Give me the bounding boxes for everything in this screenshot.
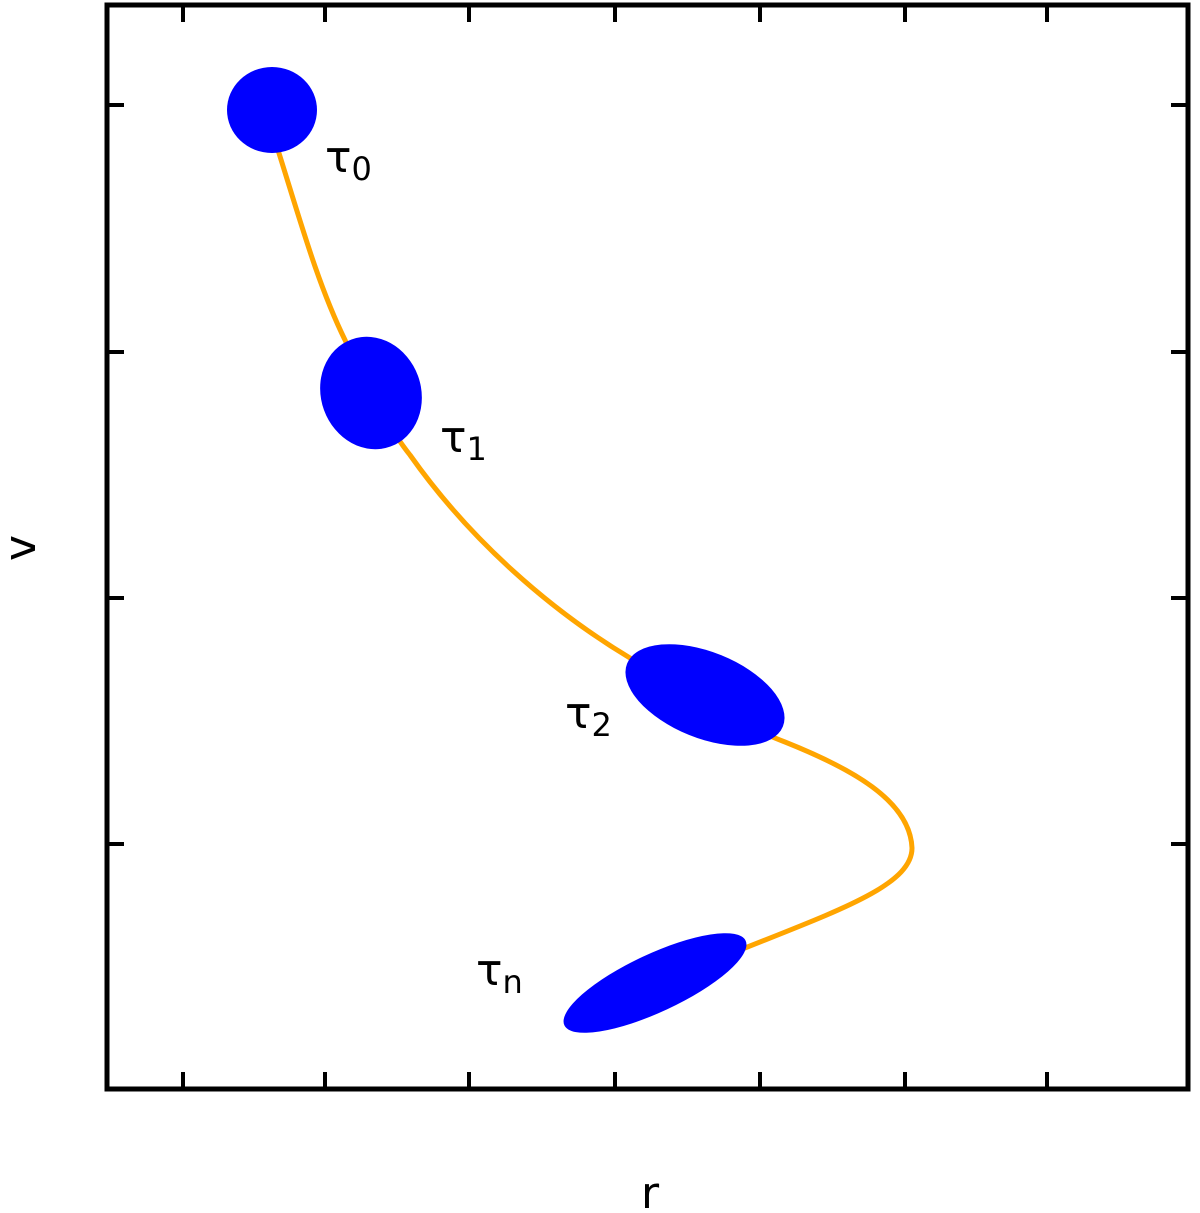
node-symbol: τ — [476, 945, 503, 996]
node-label: τ1 — [440, 412, 487, 468]
y-axis-label: v — [0, 535, 46, 561]
node-symbol: τ — [565, 688, 592, 739]
state-ellipse — [320, 336, 422, 450]
node-symbol: τ — [440, 412, 467, 463]
node-label: τn — [476, 945, 523, 1001]
state-ellipse — [625, 644, 785, 746]
x-axis-label: r — [641, 1168, 660, 1213]
trajectory — [275, 149, 915, 953]
node-symbol: τ — [325, 132, 352, 183]
node-subscript: 1 — [467, 430, 487, 468]
node-subscript: 0 — [352, 150, 372, 188]
ticks — [107, 5, 1188, 1089]
state-ellipse — [227, 67, 317, 153]
node-subscript: 2 — [592, 706, 612, 744]
node-label: τ0 — [325, 132, 372, 188]
node-subscript: n — [503, 963, 523, 1001]
state-ellipse — [563, 933, 747, 1033]
node-label: τ2 — [565, 688, 612, 744]
plot-frame — [104, 2, 1191, 1092]
